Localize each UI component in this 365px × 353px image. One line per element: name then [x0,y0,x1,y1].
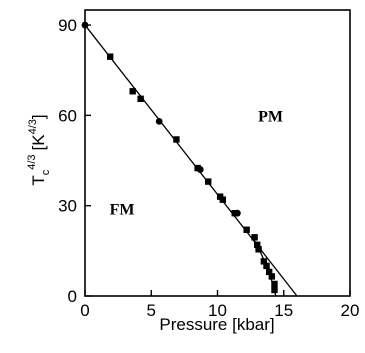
plot-frame [84,9,351,297]
data-point-circle [233,209,241,217]
data-point-square [271,286,278,294]
region-label-pm: PM [258,108,283,125]
data-point-circle [81,21,89,29]
y-axis-label-unit: [K [29,134,48,151]
y-tick-label: 0 [68,287,77,306]
fit-lines [84,24,298,297]
data-point-square [106,53,114,60]
y-tick-label: 30 [58,197,77,216]
y-axis-label-unit-sup: 4/3 [27,119,39,134]
data-point-square [173,136,180,143]
data-point-square [260,258,268,265]
y-axis-ticks: 0 30 60 90 [58,16,91,306]
data-point-square [251,234,258,241]
x-tick-label: 20 [341,301,360,320]
data-point-square [219,196,226,203]
data-markers [81,21,278,294]
data-point-square [268,273,276,280]
y-axis-label-sub: c [40,169,52,175]
data-point-circle [155,117,163,125]
x-axis-ticks: 0 5 10 15 20 [80,290,359,320]
data-point-square [271,280,278,288]
data-point-square [129,88,136,95]
region-label-fm: FM [110,202,135,219]
data-point-square [137,95,144,103]
data-point-square [254,241,261,249]
data-point-circle [196,166,204,173]
y-axis-label-unit-close: ] [29,114,48,119]
x-tick-label: 15 [274,301,293,320]
data-point-square [205,178,212,185]
data-point-square [255,246,262,253]
y-tick-label: 60 [58,106,77,125]
x-tick-label: 10 [208,301,227,320]
x-axis-label: Pressure [kbar] [159,315,274,334]
y-tick-label: 90 [58,16,77,35]
data-point-square [265,268,273,276]
linear-fit-line [84,24,298,297]
y-axis-label-main: T [29,175,48,185]
y-axis-label: Tc4/3[K4/3] [26,114,52,185]
x-tick-label: 0 [80,301,89,320]
x-tick-label: 5 [147,301,156,320]
data-point-square [243,226,250,233]
data-point-square [263,262,270,270]
y-axis-label-sup: 4/3 [26,154,38,169]
